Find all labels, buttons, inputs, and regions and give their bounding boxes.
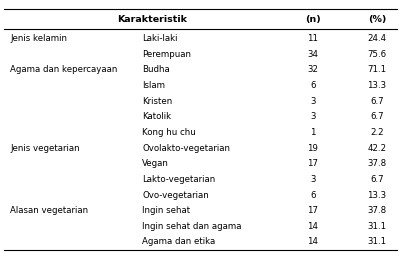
Text: (n): (n) xyxy=(305,15,321,24)
Text: 1: 1 xyxy=(310,128,316,137)
Text: Alasan vegetarian: Alasan vegetarian xyxy=(10,206,88,215)
Text: 24.4: 24.4 xyxy=(367,34,387,43)
Text: (%): (%) xyxy=(368,15,386,24)
Text: Jenis kelamin: Jenis kelamin xyxy=(10,34,67,43)
Text: Kong hu chu: Kong hu chu xyxy=(142,128,196,137)
Text: Agama dan kepercayaan: Agama dan kepercayaan xyxy=(10,65,117,74)
Text: 75.6: 75.6 xyxy=(367,50,387,59)
Text: Vegan: Vegan xyxy=(142,159,169,168)
Text: Budha: Budha xyxy=(142,65,170,74)
Text: Katolik: Katolik xyxy=(142,112,172,121)
Text: Karakteristik: Karakteristik xyxy=(117,15,187,24)
Text: 6.7: 6.7 xyxy=(370,112,384,121)
Text: Perempuan: Perempuan xyxy=(142,50,191,59)
Text: Laki-laki: Laki-laki xyxy=(142,34,178,43)
Text: 42.2: 42.2 xyxy=(367,144,387,153)
Text: 3: 3 xyxy=(310,97,316,106)
Text: 6.7: 6.7 xyxy=(370,97,384,106)
Text: 3: 3 xyxy=(310,112,316,121)
Text: 31.1: 31.1 xyxy=(367,222,387,231)
Text: 32: 32 xyxy=(307,65,318,74)
Text: Agama dan etika: Agama dan etika xyxy=(142,237,216,246)
Text: 11: 11 xyxy=(307,34,318,43)
Text: Islam: Islam xyxy=(142,81,165,90)
Text: 13.3: 13.3 xyxy=(367,191,387,200)
Text: Ovolakto-vegetarian: Ovolakto-vegetarian xyxy=(142,144,230,153)
Text: 37.8: 37.8 xyxy=(367,159,387,168)
Text: 2.2: 2.2 xyxy=(370,128,384,137)
Text: 34: 34 xyxy=(307,50,318,59)
Text: 37.8: 37.8 xyxy=(367,206,387,215)
Text: 17: 17 xyxy=(307,206,318,215)
Text: Jenis vegetarian: Jenis vegetarian xyxy=(10,144,80,153)
Text: Kristen: Kristen xyxy=(142,97,172,106)
Text: 71.1: 71.1 xyxy=(367,65,387,74)
Text: 31.1: 31.1 xyxy=(367,237,387,246)
Text: 3: 3 xyxy=(310,175,316,184)
Text: 13.3: 13.3 xyxy=(367,81,387,90)
Text: 17: 17 xyxy=(307,159,318,168)
Text: Ingin sehat: Ingin sehat xyxy=(142,206,190,215)
Text: 6.7: 6.7 xyxy=(370,175,384,184)
Text: Ovo-vegetarian: Ovo-vegetarian xyxy=(142,191,209,200)
Text: 19: 19 xyxy=(307,144,318,153)
Text: 6: 6 xyxy=(310,81,316,90)
Text: 14: 14 xyxy=(307,237,318,246)
Text: 14: 14 xyxy=(307,222,318,231)
Text: 6: 6 xyxy=(310,191,316,200)
Text: Ingin sehat dan agama: Ingin sehat dan agama xyxy=(142,222,242,231)
Text: Lakto-vegetarian: Lakto-vegetarian xyxy=(142,175,216,184)
